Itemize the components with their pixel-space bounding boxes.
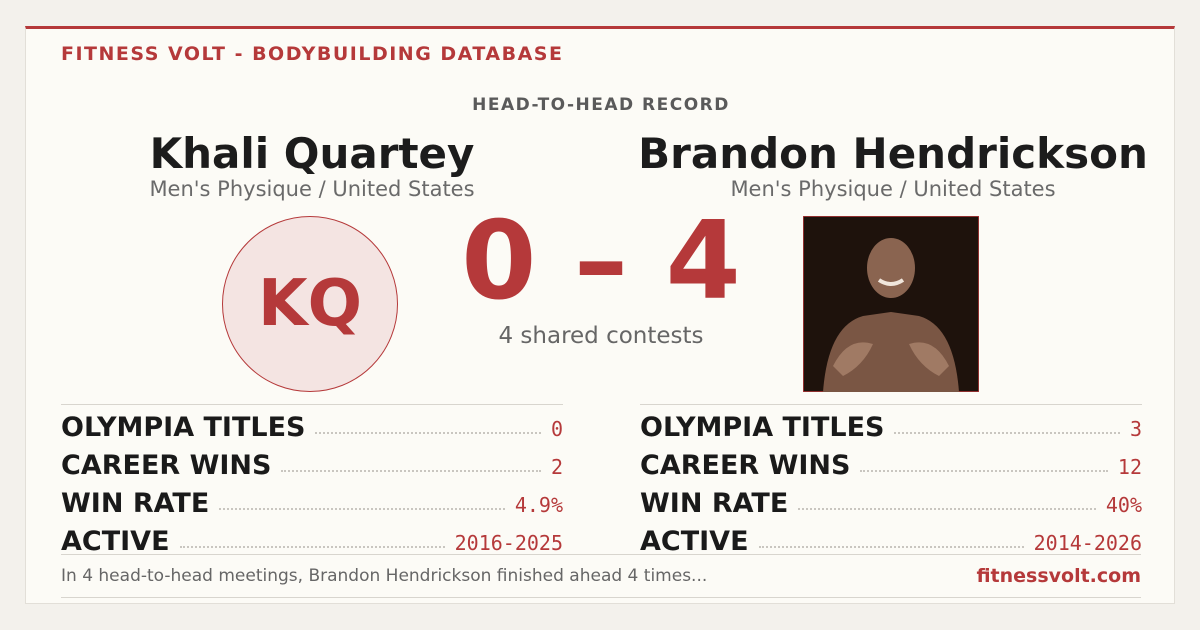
stat-row: CAREER WINS 12 [640, 443, 1142, 481]
athlete-photo [803, 216, 979, 392]
leader [894, 432, 1120, 434]
footer-text: In 4 head-to-head meetings, Brandon Hend… [61, 566, 708, 586]
stats-left: OLYMPIA TITLES 0 CAREER WINS 2 WIN RATE 4.9% A… [61, 404, 563, 557]
stats-right: OLYMPIA TITLES 3 CAREER WINS 12 WIN RATE 40% A… [640, 404, 1142, 557]
stat-value: 4.9% [514, 493, 563, 517]
stat-label: WIN RATE [61, 488, 210, 519]
stat-value: 0 [550, 417, 563, 441]
leader [281, 470, 541, 472]
footer: In 4 head-to-head meetings, Brandon Hend… [61, 554, 1141, 598]
athlete-name: Khali Quartey [149, 129, 475, 178]
initials: KQ [258, 267, 362, 341]
stat-row: ACTIVE 2014-2026 [640, 519, 1142, 557]
stat-value: 2014-2026 [1033, 531, 1142, 555]
stat-label: OLYMPIA TITLES [640, 412, 885, 443]
score: 0 – 4 [461, 199, 741, 324]
stat-label: ACTIVE [61, 526, 170, 557]
stat-row: ACTIVE 2016-2025 [61, 519, 563, 557]
leader [179, 546, 445, 548]
subtitle: HEAD-TO-HEAD RECORD [472, 95, 730, 115]
stat-row: OLYMPIA TITLES 0 [61, 405, 563, 443]
stat-label: OLYMPIA TITLES [61, 412, 306, 443]
stat-value: 3 [1129, 417, 1142, 441]
leader [219, 508, 505, 510]
stat-value: 2016-2025 [454, 531, 563, 555]
leader [798, 508, 1096, 510]
leader [758, 546, 1024, 548]
avatar: KQ [222, 216, 398, 392]
athlete-category: Men's Physique / United States [730, 177, 1056, 201]
stat-value: 2 [550, 455, 563, 479]
athlete-name: Brandon Hendrickson [638, 129, 1148, 178]
stat-row: WIN RATE 40% [640, 481, 1142, 519]
leader [315, 432, 541, 434]
stat-label: WIN RATE [640, 488, 789, 519]
stat-row: OLYMPIA TITLES 3 [640, 405, 1142, 443]
stat-value: 40% [1105, 493, 1142, 517]
athlete-category: Men's Physique / United States [149, 177, 475, 201]
stat-label: CAREER WINS [61, 450, 272, 481]
leader [860, 470, 1108, 472]
stat-value: 12 [1117, 455, 1142, 479]
stat-row: CAREER WINS 2 [61, 443, 563, 481]
stat-row: WIN RATE 4.9% [61, 481, 563, 519]
stat-label: CAREER WINS [640, 450, 851, 481]
card: FITNESS VOLT - BODYBUILDING DATABASE HEA… [25, 26, 1175, 604]
stat-label: ACTIVE [640, 526, 749, 557]
brand-title: FITNESS VOLT - BODYBUILDING DATABASE [61, 43, 564, 65]
site-link[interactable]: fitnessvolt.com [976, 565, 1141, 587]
shared-contests: 4 shared contests [498, 323, 704, 349]
